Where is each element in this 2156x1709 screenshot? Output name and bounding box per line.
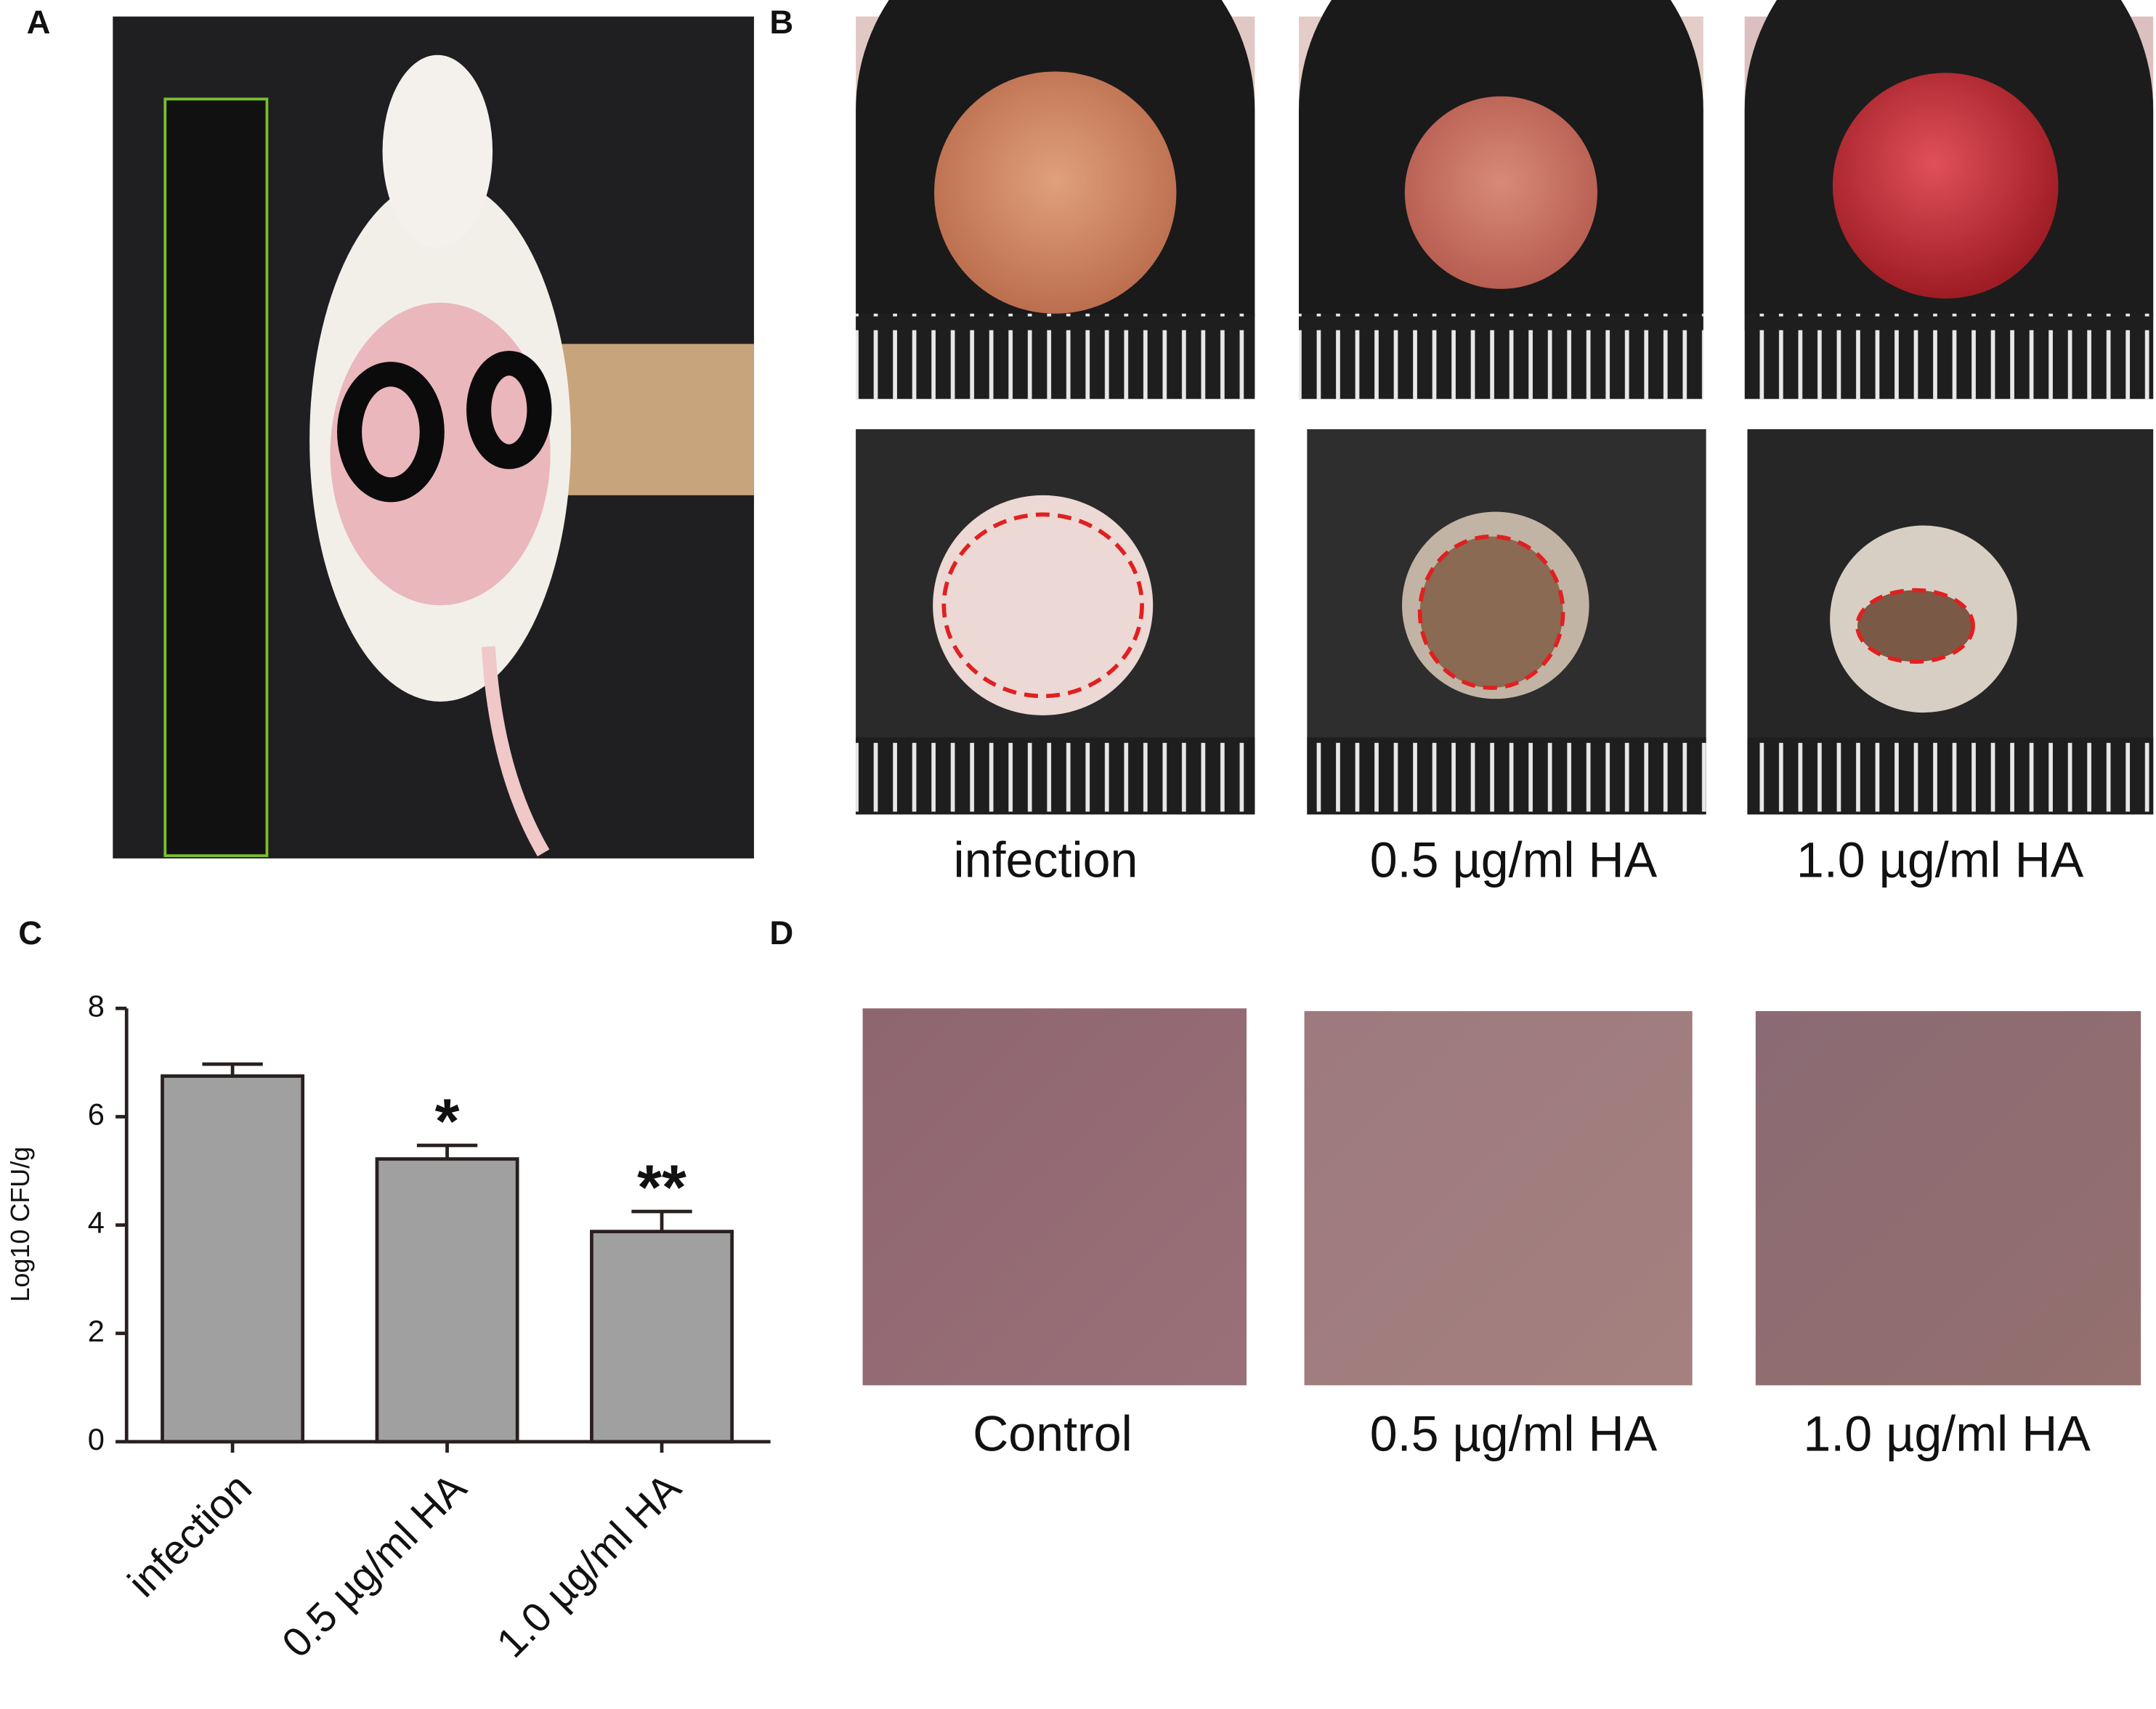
y-tick-label: 4 [88, 1206, 105, 1240]
panel-label: D [769, 914, 793, 951]
bar [375, 1157, 519, 1444]
error-bar [202, 1062, 263, 1076]
caption: 0.5 µg/ml HA [1370, 1406, 1658, 1461]
bar [590, 1230, 734, 1444]
caption: Control [973, 1406, 1132, 1461]
caption: 1.0 µg/ml HA [1796, 832, 2084, 888]
bar-chart: Log10 CFU/g 0 2 4 6 8 infection 0.5 µg/ml HA * 1… [5, 989, 771, 1667]
error-bar [631, 1209, 692, 1232]
x-tick-label: infection [120, 1465, 261, 1606]
panel-label: B [769, 4, 793, 41]
significance-label: * [435, 1087, 460, 1157]
x-tick-label: 1.0 µg/ml HA [488, 1465, 690, 1667]
caption: 0.5 µg/ml HA [1370, 832, 1658, 888]
panel-label: C [18, 914, 42, 951]
y-tick-label: 6 [88, 1097, 105, 1132]
error-bar [416, 1143, 478, 1159]
significance-label: ** [637, 1153, 686, 1223]
y-tick-label: 2 [88, 1314, 105, 1348]
photo-wound [856, 0, 2154, 815]
caption: infection [954, 832, 1138, 888]
photo-skin [862, 1008, 2141, 1386]
bar [161, 1074, 305, 1444]
caption: 1.0 µg/ml HA [1803, 1406, 2091, 1461]
y-axis-label: Log10 CFU/g [5, 1147, 35, 1302]
panel-label: A [27, 4, 51, 41]
x-tick-label: 0.5 µg/ml HA [274, 1465, 476, 1667]
y-tick-label: 8 [88, 989, 105, 1023]
photo-mouse [113, 16, 754, 858]
y-tick-label: 0 [88, 1422, 105, 1456]
